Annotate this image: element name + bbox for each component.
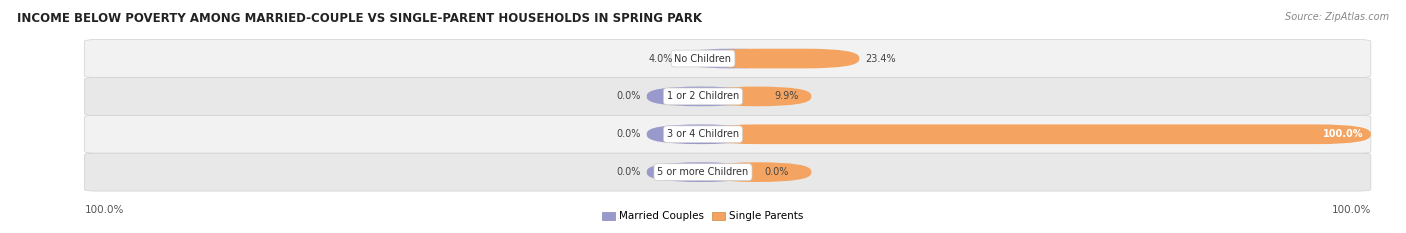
Legend: Married Couples, Single Parents: Married Couples, Single Parents	[599, 207, 807, 226]
Text: 0.0%: 0.0%	[765, 167, 789, 177]
Text: 100.0%: 100.0%	[1323, 129, 1364, 139]
Text: 0.0%: 0.0%	[617, 129, 641, 139]
Text: 4.0%: 4.0%	[648, 54, 672, 64]
Text: 0.0%: 0.0%	[617, 167, 641, 177]
Text: 0.0%: 0.0%	[617, 91, 641, 101]
Text: Source: ZipAtlas.com: Source: ZipAtlas.com	[1285, 12, 1389, 22]
Text: 3 or 4 Children: 3 or 4 Children	[666, 129, 740, 139]
Text: 5 or more Children: 5 or more Children	[658, 167, 748, 177]
Text: 100.0%: 100.0%	[1331, 205, 1371, 215]
Text: 9.9%: 9.9%	[775, 91, 799, 101]
Text: 100.0%: 100.0%	[84, 205, 124, 215]
Text: 1 or 2 Children: 1 or 2 Children	[666, 91, 740, 101]
Text: No Children: No Children	[675, 54, 731, 64]
Text: 23.4%: 23.4%	[865, 54, 896, 64]
Text: INCOME BELOW POVERTY AMONG MARRIED-COUPLE VS SINGLE-PARENT HOUSEHOLDS IN SPRING : INCOME BELOW POVERTY AMONG MARRIED-COUPL…	[17, 12, 702, 25]
